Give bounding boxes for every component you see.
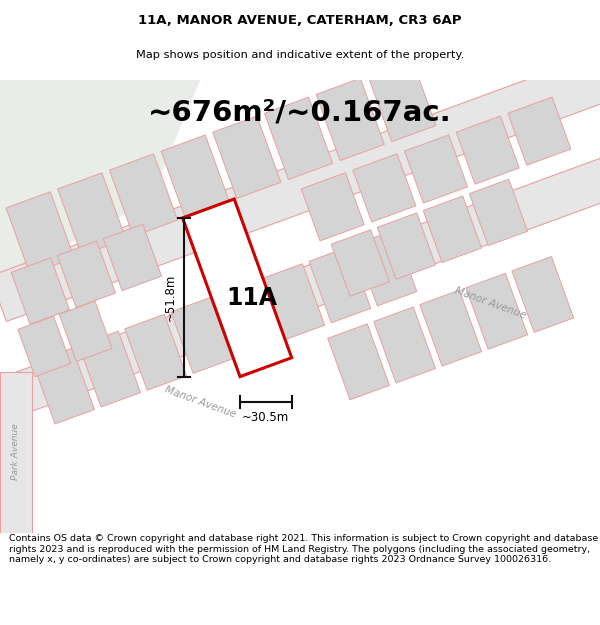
Polygon shape: [57, 241, 116, 308]
Polygon shape: [469, 179, 527, 246]
Polygon shape: [404, 135, 467, 203]
Polygon shape: [328, 324, 389, 400]
Polygon shape: [171, 298, 233, 373]
Polygon shape: [263, 264, 325, 339]
Polygon shape: [33, 348, 94, 424]
Polygon shape: [466, 273, 527, 349]
Polygon shape: [11, 258, 70, 324]
Polygon shape: [125, 314, 187, 390]
Polygon shape: [423, 196, 482, 262]
Text: ~676m²/~0.167ac.: ~676m²/~0.167ac.: [148, 98, 452, 126]
Polygon shape: [182, 199, 292, 377]
Polygon shape: [6, 192, 74, 274]
Text: 11A: 11A: [227, 286, 278, 310]
Polygon shape: [213, 116, 281, 198]
Text: Map shows position and indicative extent of the property.: Map shows position and indicative extent…: [136, 49, 464, 59]
Polygon shape: [456, 116, 519, 184]
Polygon shape: [265, 97, 332, 179]
Text: Manor Avenue: Manor Avenue: [453, 286, 527, 321]
Polygon shape: [103, 224, 161, 291]
Polygon shape: [58, 173, 126, 255]
Polygon shape: [353, 154, 416, 222]
Polygon shape: [374, 307, 436, 383]
Polygon shape: [109, 154, 178, 236]
Polygon shape: [309, 247, 371, 322]
Polygon shape: [161, 135, 229, 218]
Polygon shape: [420, 290, 482, 366]
Text: Park Avenue: Park Avenue: [11, 424, 20, 481]
Polygon shape: [79, 331, 140, 407]
Polygon shape: [0, 372, 32, 532]
Polygon shape: [0, 80, 200, 281]
Polygon shape: [512, 256, 574, 332]
Polygon shape: [217, 281, 278, 356]
Text: 11A, MANOR AVENUE, CATERHAM, CR3 6AP: 11A, MANOR AVENUE, CATERHAM, CR3 6AP: [138, 14, 462, 28]
Polygon shape: [331, 230, 389, 296]
Polygon shape: [368, 59, 436, 142]
Polygon shape: [355, 230, 417, 306]
Text: ~30.5m: ~30.5m: [242, 411, 289, 424]
Text: Contains OS data © Crown copyright and database right 2021. This information is : Contains OS data © Crown copyright and d…: [9, 534, 598, 564]
Polygon shape: [316, 78, 384, 161]
Polygon shape: [59, 301, 112, 361]
Polygon shape: [508, 97, 571, 165]
Polygon shape: [0, 42, 600, 321]
Polygon shape: [301, 173, 364, 241]
Polygon shape: [377, 213, 436, 279]
Text: Manor Avenue: Manor Avenue: [163, 384, 237, 419]
Text: ~51.8m: ~51.8m: [164, 274, 177, 321]
Polygon shape: [0, 148, 600, 421]
Polygon shape: [18, 316, 71, 377]
